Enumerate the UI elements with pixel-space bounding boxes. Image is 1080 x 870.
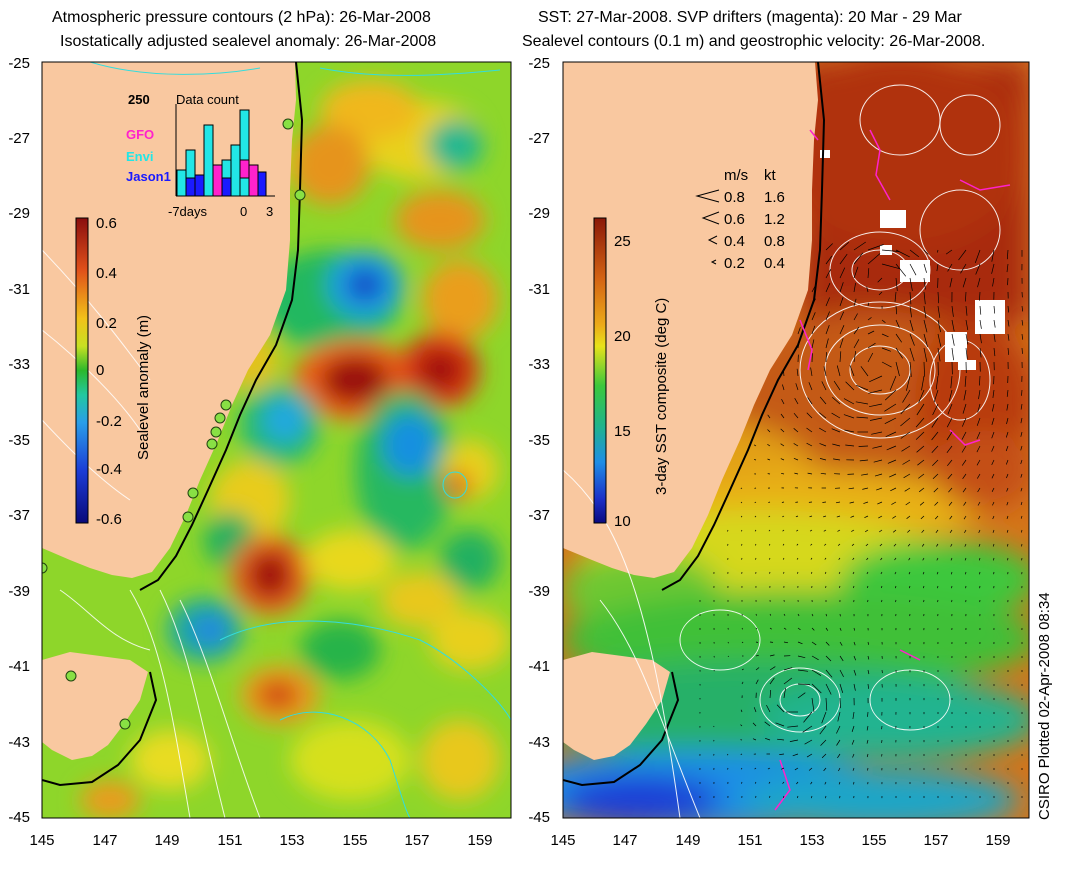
key-kt-0: 1.6 [764,189,785,206]
sst-colorbar [593,217,607,524]
sst-tick-25: 25 [614,233,631,250]
key-kt-1: 1.2 [764,211,785,228]
right-lat-45: -45 [528,809,550,826]
left-lat-35: -35 [8,432,30,449]
key-ms-3: 0.2 [724,255,745,272]
sla-colorbar [75,217,89,524]
key-ms-2: 0.4 [724,233,745,250]
key-header-ms: m/s [724,167,748,184]
sst-tick-15: 15 [614,423,631,440]
left-lat-39: -39 [8,583,30,600]
sla-tick-5: -0.4 [96,461,122,478]
right-lon-159: 159 [985,832,1010,849]
left-lon-145: 145 [29,832,54,849]
right-lat-35: -35 [528,432,550,449]
sst-tick-10: 10 [614,513,631,530]
left-lat-29: -29 [8,205,30,222]
right-lat-39: -39 [528,583,550,600]
right-lon-149: 149 [675,832,700,849]
inset-legend-gfo: GFO [126,127,154,142]
right-lat-31: -31 [528,281,550,298]
sla-tick-2: 0.2 [96,315,117,332]
inset-ymax-label: 250 [128,92,150,107]
left-lon-159: 159 [467,832,492,849]
sst-colorbar-ticks: 25 20 15 10 [614,233,631,530]
inset-xlabel-end: 3 [266,204,273,219]
right-lat-ticks: -25 -27 -29 -31 -33 -35 -37 -39 -41 -43 … [528,55,550,826]
right-lon-153: 153 [799,832,824,849]
inset-title: Data count [176,92,239,107]
left-lat-41: -41 [8,658,30,675]
key-ms-1: 0.6 [724,211,745,228]
left-lat-27: -27 [8,130,30,147]
right-lat-29: -29 [528,205,550,222]
right-lat-37: -37 [528,507,550,524]
left-lat-ticks: -25 -27 -29 -31 -33 -35 -37 -39 -41 -43 … [8,55,30,826]
right-lat-41: -41 [528,658,550,675]
key-kt-2: 0.8 [764,233,785,250]
land-tasmania-right [563,652,670,760]
velocity-key: m/s kt 0.8 1.6 0.6 1.2 0.4 0.8 0.2 0.4 [695,167,785,272]
inset-legend-envi: Envi [126,149,153,164]
left-lat-31: -31 [8,281,30,298]
right-lon-145: 145 [550,832,575,849]
right-lon-ticks: 145 147 149 151 153 155 157 159 [550,832,1010,849]
inset-xlabel-start: -7days [168,204,208,219]
key-ms-0: 0.8 [724,189,745,206]
sst-tick-20: 20 [614,328,631,345]
right-title-line2: Sealevel contours (0.1 m) and geostrophi… [522,33,986,50]
data-count-inset: 250 Data count GFO Envi Jason1 -7days 0 … [126,92,275,219]
right-map [563,62,1029,818]
right-lat-43: -43 [528,734,550,751]
left-lon-155: 155 [342,832,367,849]
left-lat-33: -33 [8,356,30,373]
right-lat-25: -25 [528,55,550,72]
sla-colorbar-label: Sealevel anomaly (m) [135,315,152,460]
left-lon-151: 151 [217,832,242,849]
sla-tick-0: 0.6 [96,215,117,232]
inset-xlabel-zero: 0 [240,204,247,219]
key-kt-3: 0.4 [764,255,785,272]
right-lat-33: -33 [528,356,550,373]
right-title-line1: SST: 27-Mar-2008. SVP drifters (magenta)… [538,9,962,26]
inset-legend-jason1: Jason1 [126,169,171,184]
left-lon-ticks: 145 147 149 151 153 155 157 159 [29,832,492,849]
right-lon-155: 155 [861,832,886,849]
right-lat-27: -27 [528,130,550,147]
left-lat-25: -25 [8,55,30,72]
right-lon-157: 157 [923,832,948,849]
key-header-kt: kt [764,167,777,184]
sla-tick-6: -0.6 [96,511,122,528]
left-title-line1: Atmospheric pressure contours (2 hPa): 2… [52,9,431,26]
sla-tick-4: -0.2 [96,413,122,430]
left-lat-43: -43 [8,734,30,751]
left-lon-147: 147 [92,832,117,849]
sla-colorbar-ticks: 0.6 0.4 0.2 0 -0.2 -0.4 -0.6 [96,215,122,528]
right-lon-147: 147 [612,832,637,849]
sla-tick-1: 0.4 [96,265,117,282]
left-lon-157: 157 [404,832,429,849]
right-lon-151: 151 [737,832,762,849]
left-title-line2: Isostatically adjusted sealevel anomaly:… [60,33,437,50]
sst-colorbar-label: 3-day SST composite (deg C) [653,298,670,495]
sla-tick-3: 0 [96,362,104,379]
left-lat-37: -37 [8,507,30,524]
left-lat-45: -45 [8,809,30,826]
left-map [42,62,511,818]
left-lon-149: 149 [154,832,179,849]
left-lon-153: 153 [279,832,304,849]
land-mainland-right [563,62,818,578]
